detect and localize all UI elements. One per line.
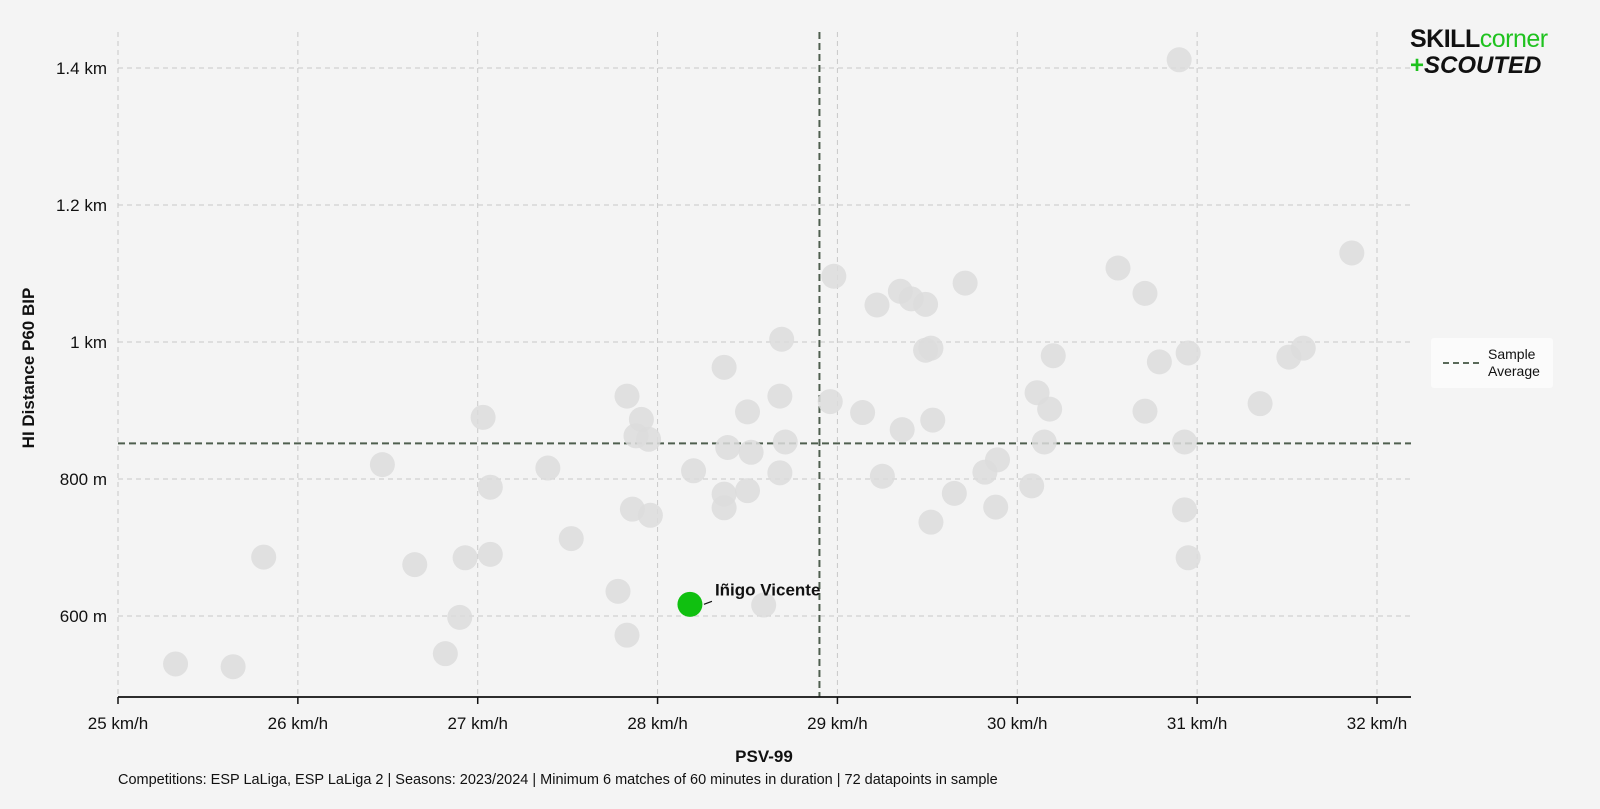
- data-point: [952, 270, 978, 296]
- y-axis-title: HI Distance P60 BIP: [19, 288, 38, 449]
- data-point: [711, 495, 737, 521]
- data-point: [1172, 497, 1198, 523]
- data-point: [614, 622, 640, 648]
- data-point: [1031, 429, 1057, 455]
- x-tick-label: 27 km/h: [447, 714, 507, 733]
- data-point: [985, 447, 1011, 473]
- data-point: [1146, 349, 1172, 375]
- data-point: [850, 400, 876, 426]
- data-point: [1339, 240, 1365, 266]
- data-point: [614, 383, 640, 409]
- data-point: [864, 292, 890, 318]
- data-point: [681, 458, 707, 484]
- data-point: [558, 526, 584, 552]
- x-tick-label: 26 km/h: [268, 714, 328, 733]
- data-point: [1040, 343, 1066, 369]
- data-point: [920, 407, 946, 433]
- grid-lines: [117, 32, 1411, 697]
- data-point: [913, 291, 939, 317]
- data-point: [983, 494, 1009, 520]
- highlight-label: Iñigo Vicente: [715, 580, 821, 599]
- data-point: [1019, 473, 1045, 499]
- sample-average-lines: [118, 32, 1411, 697]
- data-point: [1166, 47, 1192, 73]
- y-tick-label: 1.2 km: [56, 196, 107, 215]
- data-point: [735, 399, 760, 425]
- data-point: [251, 544, 277, 570]
- data-point: [1175, 340, 1201, 366]
- data-point: [535, 455, 561, 481]
- data-point: [605, 578, 631, 604]
- y-tick-label: 1.4 km: [56, 59, 107, 78]
- data-point: [1037, 396, 1063, 422]
- data-point: [1172, 429, 1198, 455]
- footnote: Competitions: ESP LaLiga, ESP LaLiga 2 |…: [118, 772, 998, 788]
- data-point: [738, 439, 764, 465]
- data-point: [821, 263, 847, 289]
- logo-scouted-text: SCOUTED: [1424, 52, 1542, 79]
- highlight-point: [677, 591, 703, 617]
- data-point: [369, 452, 395, 478]
- data-point: [477, 474, 503, 500]
- data-point: [941, 480, 967, 506]
- logo-skill-text: SKILL: [1410, 25, 1480, 53]
- data-point: [1105, 255, 1131, 281]
- data-point: [767, 460, 793, 486]
- x-tick-label: 30 km/h: [987, 714, 1047, 733]
- data-point: [447, 604, 473, 630]
- data-point: [715, 434, 741, 460]
- x-tick-label: 31 km/h: [1167, 714, 1227, 733]
- data-point: [636, 426, 662, 452]
- data-point: [1132, 398, 1158, 424]
- data-point: [470, 404, 496, 430]
- data-point: [402, 552, 428, 578]
- data-point: [163, 651, 189, 677]
- data-point: [1290, 335, 1316, 361]
- legend-average-label: Sample Average: [1488, 346, 1540, 379]
- data-point: [711, 354, 737, 380]
- logo-corner-text: corner: [1479, 25, 1548, 53]
- legend: Sample Average: [1431, 338, 1553, 388]
- data-point: [769, 326, 795, 352]
- data-point: [869, 463, 895, 489]
- logo-plus-icon: +: [1410, 52, 1425, 79]
- data-point: [637, 502, 663, 528]
- highlight-connector: [703, 600, 713, 605]
- y-tick-label: 600 m: [60, 607, 107, 626]
- data-point: [889, 417, 915, 443]
- data-point: [817, 389, 843, 415]
- data-point: [628, 406, 654, 432]
- x-axis-title: PSV-99: [735, 747, 793, 766]
- skillcorner-scouted-logo: SKILLcorner +SCOUTED: [1410, 26, 1580, 80]
- x-tick-label: 32 km/h: [1347, 714, 1407, 733]
- legend-average-line-swatch: [1443, 362, 1479, 364]
- data-point: [1175, 545, 1201, 571]
- data-point: [220, 654, 246, 680]
- axes: 25 km/h 26 km/h 27 km/h 28 km/h 29 km/h 30 km…: [56, 59, 1411, 733]
- data-point: [432, 641, 458, 667]
- data-point: [767, 383, 793, 409]
- data-point: [452, 545, 478, 571]
- x-tick-label: 28 km/h: [627, 714, 687, 733]
- data-point: [1132, 280, 1158, 306]
- data-point: [1247, 391, 1273, 417]
- data-point: [918, 335, 944, 361]
- highlight-layer: Iñigo Vicente: [677, 580, 820, 617]
- y-tick-label: 800 m: [60, 470, 107, 489]
- data-point: [772, 429, 798, 455]
- x-tick-label: 29 km/h: [807, 714, 867, 733]
- y-tick-label: 1 km: [70, 333, 107, 352]
- data-point: [477, 541, 503, 567]
- data-point: [735, 478, 760, 504]
- data-point: [751, 592, 777, 618]
- data-points: [163, 47, 1365, 680]
- x-tick-label: 25 km/h: [88, 714, 148, 733]
- data-point: [918, 509, 944, 535]
